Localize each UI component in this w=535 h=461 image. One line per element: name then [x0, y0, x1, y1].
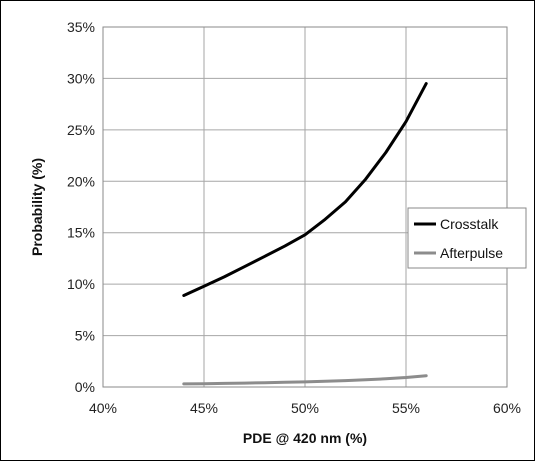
grid-lines — [102, 26, 508, 388]
legend-label-afterpulse: Afterpulse — [440, 245, 503, 261]
series-lines — [182, 82, 428, 386]
x-tick-label: 55% — [392, 400, 420, 416]
series-line-afterpulse — [182, 374, 428, 386]
x-axis-title: PDE @ 420 nm (%) — [243, 430, 367, 446]
plot-area — [102, 26, 508, 388]
legend-box — [407, 207, 527, 269]
legend-label-crosstalk: Crosstalk — [440, 216, 499, 232]
y-tick-label: 25% — [67, 122, 95, 138]
y-tick-label: 30% — [67, 70, 95, 86]
x-tick-label: 50% — [291, 400, 319, 416]
x-tick-label: 40% — [89, 400, 117, 416]
y-tick-label: 35% — [67, 19, 95, 35]
x-tick-label: 45% — [190, 400, 218, 416]
y-tick-label: 15% — [67, 225, 95, 241]
y-axis-title: Probability (%) — [29, 158, 45, 256]
tick-labels: 0% 5% 10% 15% 20% 25% 30% 35% 40% 45% 50% 55% 60% — [67, 19, 521, 416]
y-tick-label: 0% — [75, 379, 95, 395]
legend: Crosstalk Afterpulse — [407, 207, 527, 269]
y-tick-label: 10% — [67, 276, 95, 292]
x-tick-label: 60% — [493, 400, 521, 416]
series-line-crosstalk — [182, 82, 428, 297]
y-tick-label: 5% — [75, 328, 95, 344]
y-tick-label: 20% — [67, 173, 95, 189]
